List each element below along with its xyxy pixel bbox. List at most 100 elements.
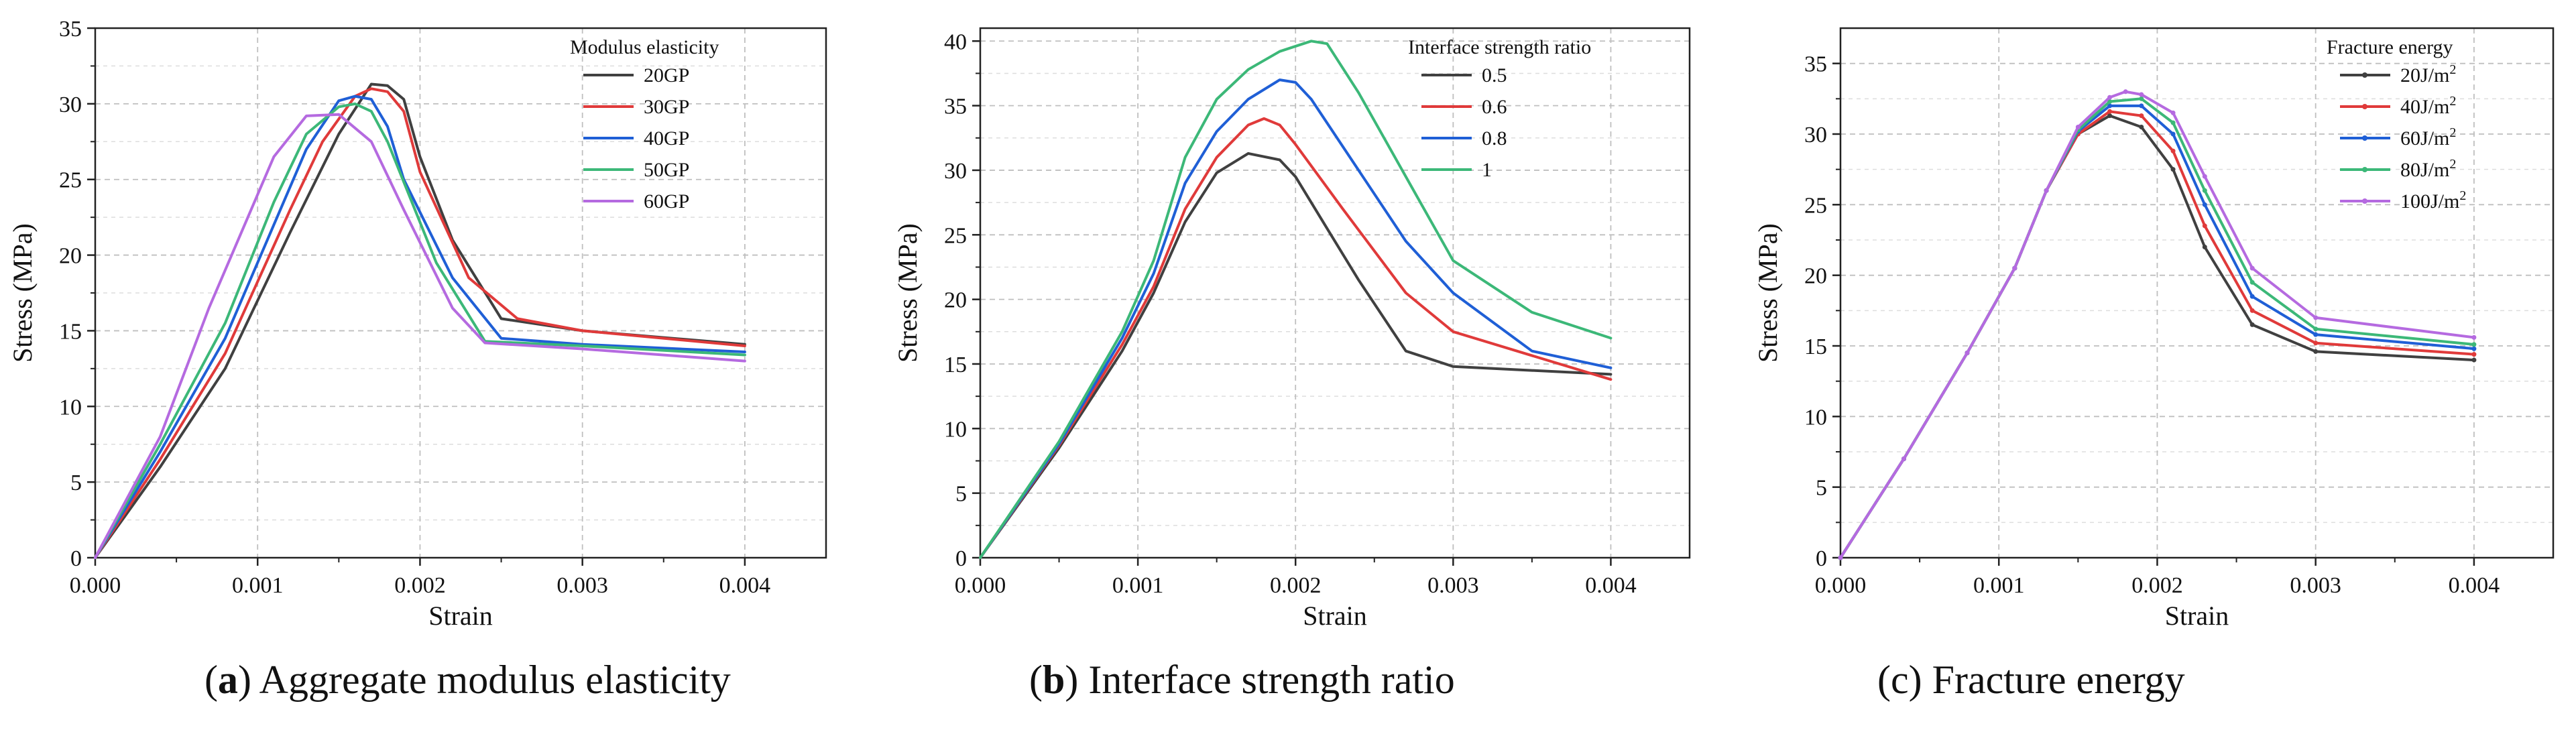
legend-entry: 50GP [644, 159, 689, 181]
chart-2: 0.000 0.001 0.002 0.003 0.004 0 5 10 15 20 25 30 35 4… [892, 27, 1691, 631]
legend-marker [2362, 167, 2367, 172]
series-point [2075, 124, 2081, 129]
y-tick-label: 10 [944, 417, 967, 442]
series-point [2313, 332, 2319, 337]
series-line-4 [979, 40, 1613, 559]
legend-marker [2362, 104, 2367, 109]
legend-entry: 20J/m2 [2400, 62, 2456, 86]
series-point [2139, 113, 2144, 119]
y-tick-label: 20 [1804, 264, 1827, 289]
y-tick-label: 20 [59, 244, 82, 269]
y-tick-label: 5 [1816, 476, 1827, 501]
plot-frame [1839, 27, 2555, 559]
series-line-1 [979, 151, 1613, 559]
x-axis-title: Strain [2165, 601, 2229, 631]
y-tick-label: 35 [1804, 52, 1827, 77]
x-tick-label: 0.004 [2449, 573, 2500, 598]
series-point [2202, 174, 2207, 179]
y-tick-label: 10 [59, 395, 82, 420]
legend-entry: 100J/m2 [2400, 188, 2466, 212]
x-tick-label: 0.001 [232, 573, 284, 598]
series-point [2202, 223, 2207, 229]
y-tick-label: 0 [70, 546, 82, 571]
series-point [2139, 103, 2144, 109]
legend: Modulus elasticity 20GP 30GP 40GP 50GP 60GP [570, 36, 719, 212]
series-point [2170, 131, 2176, 137]
y-tick-label: 30 [1804, 123, 1827, 147]
series-point [2170, 110, 2176, 115]
y-tick-label: 30 [944, 159, 967, 184]
series-line-3 [94, 95, 746, 559]
series-point [2202, 188, 2207, 193]
y-tick-label: 35 [944, 95, 967, 119]
series-point [2170, 120, 2176, 125]
legend-entry: 30GP [644, 96, 689, 118]
series-point [2107, 109, 2113, 114]
y-tick-label: 20 [944, 288, 967, 313]
series-point [2313, 315, 2319, 320]
chart-3: 0.000 0.001 0.002 0.003 0.004 0 5 10 15 20 25 30 35 S… [1753, 27, 2555, 631]
x-tick-label: 0.001 [1973, 573, 2025, 598]
x-tick-label: 0.004 [1585, 573, 1637, 598]
series-point [2107, 99, 2113, 105]
plot-frame [979, 27, 1691, 559]
series-point [2313, 349, 2319, 354]
y-tick-label: 35 [59, 17, 82, 42]
x-tick-label: 0.000 [1815, 573, 1867, 598]
y-tick-label: 10 [1804, 405, 1827, 430]
legend-entry: 0.5 [1482, 64, 1507, 86]
legend-entry: 40GP [644, 127, 689, 149]
y-axis-title: Stress (MPa) [1753, 223, 1783, 363]
series-point [2170, 167, 2176, 172]
y-tick-label: 30 [59, 93, 82, 117]
x-tick-label: 0.002 [1270, 573, 1322, 598]
y-tick-label: 15 [59, 319, 82, 344]
legend-entry: 60GP [644, 190, 689, 212]
series-point [2107, 113, 2113, 119]
legend-entry: 60J/m2 [2400, 125, 2456, 149]
series-line-3 [979, 78, 1613, 559]
series-point [1901, 456, 1906, 462]
x-tick-label: 0.002 [394, 573, 446, 598]
y-tick-label: 25 [1804, 193, 1827, 218]
legend-title: Interface strength ratio [1408, 36, 1591, 58]
series-point [1838, 555, 1843, 560]
y-tick-label: 5 [955, 482, 967, 507]
legend-title: Modulus elasticity [570, 36, 719, 58]
series-line-2 [94, 87, 746, 559]
series-point [2471, 342, 2477, 347]
series-line-1 [94, 82, 746, 559]
legend-entry: 80J/m2 [2400, 157, 2456, 181]
series-point [1965, 351, 1970, 356]
legend-entry: 20GP [644, 64, 689, 86]
series-line-5 [1839, 90, 2475, 559]
y-tick-label: 0 [955, 546, 967, 571]
legend-entry: 1 [1482, 159, 1492, 181]
legend: Interface strength ratio 0.5 0.6 0.8 1 [1408, 36, 1591, 181]
series-point [2202, 245, 2207, 250]
series-point [2249, 294, 2255, 299]
y-tick-label: 5 [70, 471, 82, 495]
series-point [2170, 148, 2176, 154]
x-tick-label: 0.002 [2131, 573, 2183, 598]
series-line-2 [979, 117, 1613, 559]
legend-entry: 40J/m2 [2400, 94, 2456, 118]
series-point [2139, 92, 2144, 97]
series-point [2044, 188, 2049, 193]
chart-1: 0.000 0.001 0.002 0.003 0.004 0 5 10 15 20 25 30 35 S… [7, 17, 827, 631]
series-point [2249, 265, 2255, 271]
x-tick-label: 0.000 [955, 573, 1006, 598]
legend-entry: 0.6 [1482, 96, 1507, 118]
legend: Fracture energy 20J/m2 40J/m2 60J/m2 80J/m2 1… [2327, 36, 2466, 212]
series-point [2249, 322, 2255, 327]
y-tick-label: 15 [1804, 334, 1827, 359]
series-point [2139, 124, 2144, 129]
caption-a: (a) Aggregate modulus elasticity [204, 658, 731, 702]
series-point [2471, 346, 2477, 351]
legend-marker [2362, 135, 2367, 141]
legend-marker [2362, 198, 2367, 204]
y-axis-title: Stress (MPa) [892, 223, 923, 363]
series-point [2313, 326, 2319, 332]
series-point [2107, 103, 2113, 109]
